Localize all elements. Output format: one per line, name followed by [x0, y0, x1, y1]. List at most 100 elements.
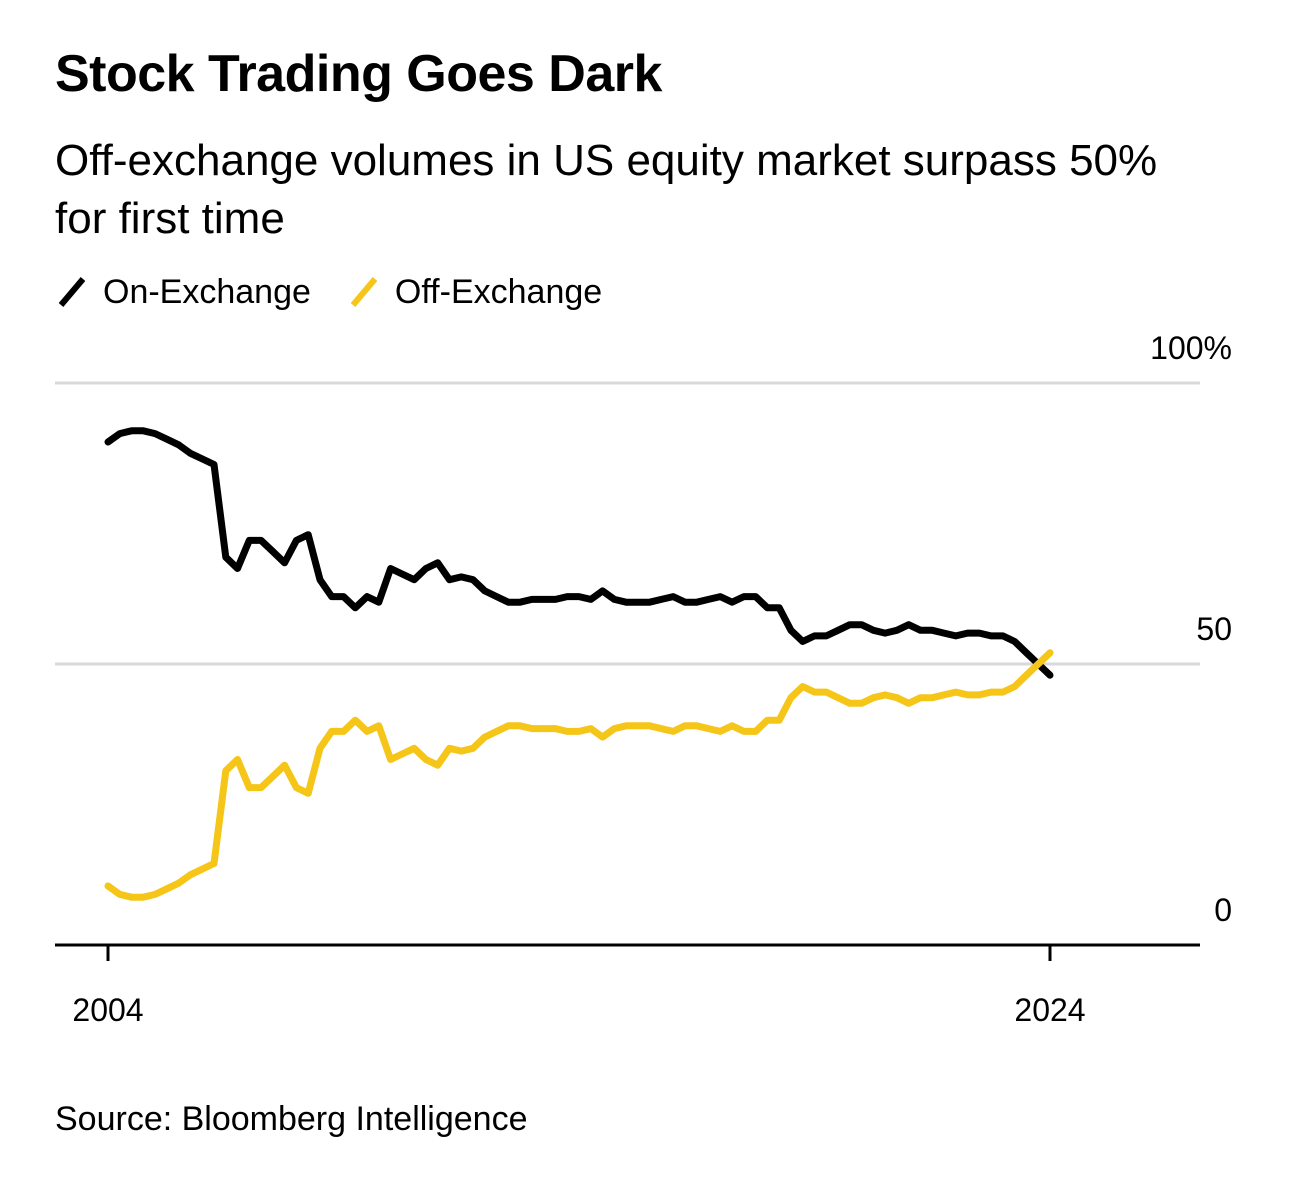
data-point: [354, 719, 356, 721]
data-point: [425, 568, 427, 569]
data-point: [496, 730, 498, 732]
data-point: [731, 601, 733, 603]
legend-item-on-exchange: On-Exchange: [55, 273, 311, 312]
data-point: [766, 607, 768, 609]
legend-label-on-exchange: On-Exchange: [103, 272, 311, 311]
data-point: [107, 441, 109, 443]
data-point: [672, 730, 674, 732]
data-point: [1002, 635, 1004, 637]
data-point: [990, 635, 992, 637]
data-point: [755, 730, 757, 732]
data-point: [1014, 686, 1016, 687]
data-point: [307, 792, 309, 794]
data-point: [425, 759, 427, 760]
data-point: [672, 596, 674, 598]
data-point: [378, 725, 380, 727]
data-point: [166, 438, 168, 440]
data-point: [872, 697, 874, 699]
data-point: [990, 691, 992, 693]
data-point: [884, 632, 886, 634]
data-point: [978, 632, 980, 634]
series-line: [104, 649, 1054, 901]
data-point: [649, 601, 651, 603]
y-tick-label: 50: [1196, 611, 1232, 647]
data-point: [201, 458, 203, 460]
data-point: [743, 596, 745, 598]
data-point: [260, 539, 262, 541]
data-point: [401, 573, 403, 575]
data-point: [660, 598, 662, 600]
data-point: [189, 452, 191, 454]
data-point: [354, 607, 356, 609]
data-point: [578, 596, 580, 598]
data-point: [413, 747, 415, 749]
data-point: [908, 702, 910, 704]
data-point: [449, 747, 450, 749]
data-point: [637, 725, 639, 727]
y-tick-labels: 0 50 100%: [1150, 330, 1232, 928]
data-point: [967, 632, 969, 634]
data-point: [272, 551, 274, 553]
data-point: [1002, 691, 1004, 693]
data-point: [566, 596, 568, 598]
source-note: Source: Bloomberg Intelligence: [55, 1100, 528, 1138]
legend-item-off-exchange: Off-Exchange: [347, 273, 602, 312]
data-point: [708, 728, 709, 730]
data-point: [920, 629, 921, 631]
data-point: [1049, 674, 1051, 676]
data-point: [837, 629, 839, 631]
data-point: [213, 863, 215, 864]
data-point: [861, 702, 863, 704]
data-point: [519, 725, 521, 727]
data-point: [602, 590, 603, 592]
data-point: [1025, 652, 1027, 654]
data-point: [237, 759, 238, 760]
data-point: [566, 730, 568, 732]
data-point: [295, 787, 297, 789]
y-tick-label: 100%: [1150, 330, 1232, 366]
data-point: [708, 598, 709, 600]
data-point: [814, 691, 815, 693]
data-point: [437, 562, 439, 564]
data-point: [896, 697, 898, 699]
x-axis: [55, 943, 1200, 961]
data-point: [555, 728, 556, 730]
data-point: [131, 430, 133, 432]
data-point: [684, 725, 686, 727]
data-point: [602, 736, 603, 738]
data-point: [119, 433, 121, 435]
data-point: [920, 697, 921, 699]
data-point: [331, 596, 333, 598]
data-point: [284, 562, 286, 564]
data-point: [284, 764, 286, 766]
data-point: [225, 770, 227, 772]
data-point: [260, 787, 262, 789]
data-point: [366, 596, 368, 598]
data-point: [978, 694, 980, 696]
data-point: [943, 694, 945, 696]
data-point: [613, 728, 615, 730]
data-point: [613, 598, 615, 600]
data-point: [543, 728, 545, 730]
data-point: [649, 725, 651, 727]
chart-title: Stock Trading Goes Dark: [55, 45, 662, 103]
data-point: [884, 694, 886, 696]
data-point: [955, 691, 957, 693]
data-point: [660, 728, 662, 730]
data-point: [931, 629, 933, 631]
data-point: [507, 725, 509, 727]
data-point: [790, 629, 792, 631]
data-point: [390, 568, 392, 569]
x-tick-label: 2004: [72, 992, 143, 1028]
data-point: [778, 719, 780, 721]
data-point: [790, 697, 792, 699]
legend-swatch-on-exchange-icon: [58, 277, 86, 307]
data-point: [142, 430, 144, 432]
data-point: [802, 686, 804, 687]
data-point: [1037, 663, 1039, 665]
data-point: [166, 888, 168, 890]
data-point: [684, 601, 686, 603]
data-point: [413, 579, 415, 581]
series-off-exchange: [104, 649, 1054, 901]
data-point: [908, 624, 910, 626]
